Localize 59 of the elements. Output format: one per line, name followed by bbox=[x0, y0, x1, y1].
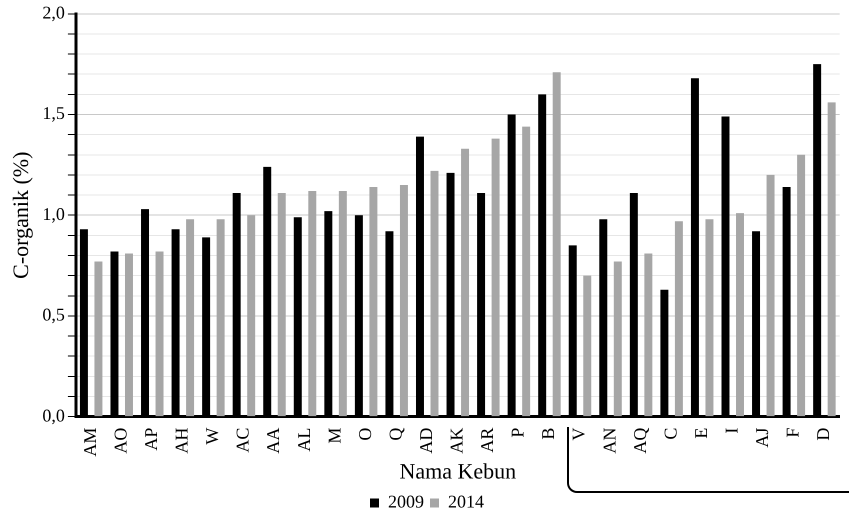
x-tick-label: AQ bbox=[630, 428, 650, 454]
bar bbox=[338, 191, 347, 416]
bar bbox=[461, 148, 470, 416]
bar bbox=[644, 253, 652, 416]
x-tick-label: V bbox=[568, 428, 589, 441]
x-tick-label: AM bbox=[80, 428, 100, 457]
bar bbox=[552, 72, 561, 416]
bar bbox=[797, 154, 806, 416]
y-tick-label: 1,0 bbox=[42, 204, 65, 224]
bar bbox=[492, 138, 500, 416]
x-tick-label: C bbox=[660, 428, 680, 440]
x-tick-label: E bbox=[690, 428, 711, 439]
x-tick-label: AH bbox=[172, 428, 192, 454]
bar bbox=[674, 221, 683, 416]
x-tick-label: O bbox=[354, 428, 375, 441]
y-tick-label: 0,5 bbox=[42, 304, 65, 325]
bar bbox=[614, 262, 622, 416]
x-tick-label: AO bbox=[110, 428, 130, 454]
y-axis-title: C-organik (%) bbox=[8, 152, 33, 279]
x-tick-label: AD bbox=[416, 428, 436, 454]
bar bbox=[430, 170, 438, 416]
bar bbox=[583, 276, 592, 416]
x-tick-label: AA bbox=[263, 428, 284, 454]
bar bbox=[124, 253, 133, 416]
x-tick-label: B bbox=[538, 428, 558, 440]
x-tick-label: AL bbox=[294, 428, 314, 452]
x-tick-label: F bbox=[782, 428, 803, 438]
bar bbox=[828, 102, 836, 416]
x-tick-label: AC bbox=[232, 428, 253, 453]
bar bbox=[369, 187, 378, 416]
bar bbox=[766, 174, 775, 416]
bar bbox=[400, 184, 408, 416]
x-tick-label: Q bbox=[385, 428, 406, 441]
x-tick-label: M bbox=[324, 428, 344, 444]
bar bbox=[247, 215, 256, 416]
bar bbox=[186, 219, 194, 416]
x-tick-label: AJ bbox=[752, 428, 772, 448]
y-tick-label: 0,0 bbox=[42, 405, 65, 426]
x-tick-label: I bbox=[721, 428, 742, 434]
x-tick-label: D bbox=[813, 428, 834, 441]
x-tick-label: P bbox=[508, 428, 528, 438]
x-axis-title: Nama Kebun bbox=[399, 458, 516, 484]
bar bbox=[705, 219, 714, 416]
x-tick-label: AP bbox=[141, 428, 162, 451]
x-tick-label: AR bbox=[477, 428, 498, 453]
bar bbox=[216, 219, 225, 416]
x-tick-label: AN bbox=[599, 428, 620, 454]
legend-label: 2014 bbox=[448, 492, 484, 512]
bar bbox=[736, 213, 744, 416]
bar bbox=[94, 262, 102, 416]
y-tick-label: 2,0 bbox=[42, 2, 65, 23]
x-tick-label: W bbox=[202, 428, 222, 445]
bar bbox=[308, 191, 316, 416]
legend-label: 2009 bbox=[388, 492, 424, 512]
bar bbox=[156, 251, 164, 416]
bar bbox=[278, 193, 286, 416]
x-tick-label: AK bbox=[446, 428, 467, 454]
bar bbox=[522, 126, 530, 416]
y-tick-label: 1,5 bbox=[42, 103, 65, 124]
